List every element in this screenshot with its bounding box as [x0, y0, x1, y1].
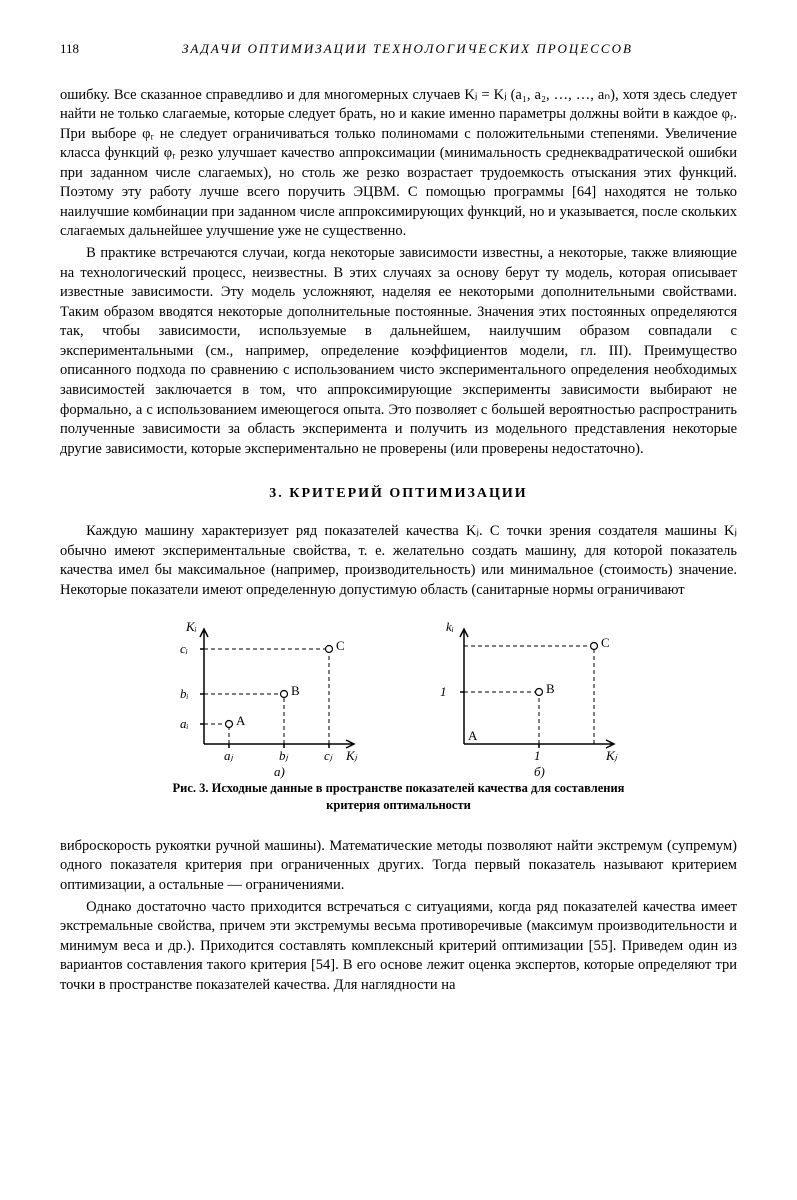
svg-text:bᵢ: bᵢ — [180, 686, 189, 701]
svg-text:cᵢ: cᵢ — [180, 641, 188, 656]
paragraph-3: Каждую машину характеризует ряд показате… — [60, 522, 737, 600]
paragraph-2: В практике встречаются случаи, когда нек… — [60, 244, 737, 459]
chart-b: kᵢKⱼ11BCAб) — [429, 614, 629, 774]
paragraph-4: виброскорость рукоятки ручной машины). М… — [60, 837, 737, 896]
running-head: 118 ЗАДАЧИ ОПТИМИЗАЦИИ ТЕХНОЛОГИЧЕСКИХ П… — [60, 40, 737, 58]
page-number: 118 — [60, 40, 79, 58]
svg-text:Kⱼ: Kⱼ — [345, 748, 358, 763]
running-head-text: ЗАДАЧИ ОПТИМИЗАЦИИ ТЕХНОЛОГИЧЕСКИХ ПРОЦЕ… — [182, 40, 633, 58]
svg-text:B: B — [546, 681, 555, 696]
svg-text:1: 1 — [534, 748, 541, 763]
svg-text:aᵢ: aᵢ — [180, 716, 189, 731]
svg-text:б): б) — [534, 764, 545, 779]
svg-text:а): а) — [274, 764, 285, 779]
figure-caption: Рис. 3. Исходные данные в пространстве п… — [162, 780, 636, 813]
svg-text:C: C — [601, 635, 610, 650]
svg-text:kᵢ: kᵢ — [446, 619, 454, 634]
svg-text:A: A — [468, 728, 478, 743]
paragraph-1: ошибку. Все сказанное справедливо и для … — [60, 86, 737, 243]
svg-text:Kᵢ: Kᵢ — [185, 619, 197, 634]
svg-text:aⱼ: aⱼ — [224, 748, 234, 763]
svg-text:Kⱼ: Kⱼ — [605, 748, 618, 763]
svg-text:B: B — [291, 683, 300, 698]
svg-text:C: C — [336, 638, 345, 653]
paragraph-5: Однако достаточно часто приходится встре… — [60, 898, 737, 996]
figure-3: Kᵢ Kⱼ aᵢ bᵢ cᵢ aⱼ bⱼ cⱼ A B Cа) kᵢ Kⱼ 1 1 B C Aб) Рис. 3… — [60, 614, 737, 813]
svg-text:1: 1 — [440, 684, 447, 699]
section-title: 3. КРИТЕРИЙ ОПТИМИЗАЦИИ — [60, 485, 737, 504]
svg-text:A: A — [236, 713, 246, 728]
svg-text:bⱼ: bⱼ — [279, 748, 289, 763]
chart-a: KᵢKⱼaᵢbᵢcᵢaⱼbⱼcⱼABCа) — [169, 614, 369, 774]
svg-text:cⱼ: cⱼ — [324, 748, 333, 763]
